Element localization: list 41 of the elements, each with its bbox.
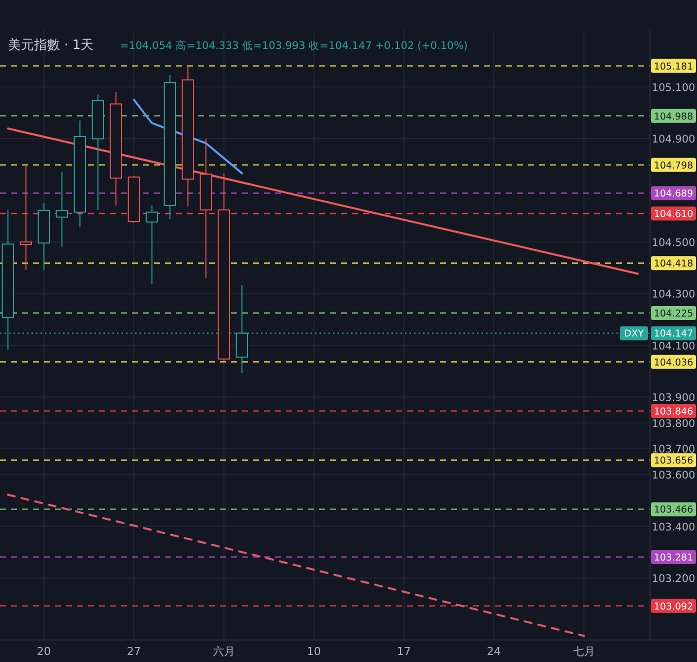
y-tick-label: 105.100 xyxy=(652,82,696,94)
x-tick-label: 10 xyxy=(306,645,321,658)
y-tick-label: 103.400 xyxy=(652,521,696,534)
y-tick-label: 104.300 xyxy=(652,288,696,301)
x-tick-label: 27 xyxy=(126,645,141,658)
candlestick xyxy=(38,202,50,270)
x-tick-label: 17 xyxy=(396,645,411,658)
y-tick-label: 103.900 xyxy=(652,392,696,404)
ref-line-label: 104.418 xyxy=(654,258,694,270)
annotation: DXY xyxy=(624,328,644,340)
x-tick-label: 六月 xyxy=(212,645,235,658)
y-tick-label: 103.200 xyxy=(652,572,696,585)
ref-line-label: 105.181 xyxy=(654,61,694,72)
ref-line-label: 104.689 xyxy=(654,188,694,200)
x-tick-label: 24 xyxy=(486,645,501,658)
candlestick xyxy=(164,74,176,220)
y-tick-label: 104.100 xyxy=(652,340,696,352)
ref-line-label: 103.092 xyxy=(654,601,694,612)
x-tick-label: 20 xyxy=(36,645,51,658)
ref-line-label: 104.610 xyxy=(654,209,694,220)
x-tick-label: 七月 xyxy=(572,645,595,658)
ref-line-label: 103.656 xyxy=(654,456,694,467)
candlestick xyxy=(74,120,86,228)
ref-line-label: 104.036 xyxy=(654,357,694,368)
text: =104.054 高=104.333 低=103.993 收=104.147 +0.102 (+0.10%) xyxy=(120,39,468,52)
y-tick-label: 104.500 xyxy=(652,236,696,249)
y-tick-label: 104.900 xyxy=(652,134,696,146)
y-tick-label: 103.600 xyxy=(652,470,696,482)
ref-line-label: 104.798 xyxy=(654,160,694,172)
candlestick xyxy=(20,164,32,270)
y-tick-label: 103.800 xyxy=(652,418,696,430)
candlestick xyxy=(56,172,68,248)
ref-line-label: 104.225 xyxy=(654,308,694,320)
ref-line-label: 103.466 xyxy=(654,504,694,516)
ref-line-label: 104.988 xyxy=(654,111,694,122)
y-tick-label: 103.700 xyxy=(652,444,696,456)
ref-line-label: 104.147 xyxy=(654,328,694,340)
ref-line-label: 103.281 xyxy=(654,552,694,564)
candlestick xyxy=(92,94,104,210)
ref-line-label: 103.846 xyxy=(654,406,694,418)
text: 美元指數 · 1天 xyxy=(8,37,94,53)
